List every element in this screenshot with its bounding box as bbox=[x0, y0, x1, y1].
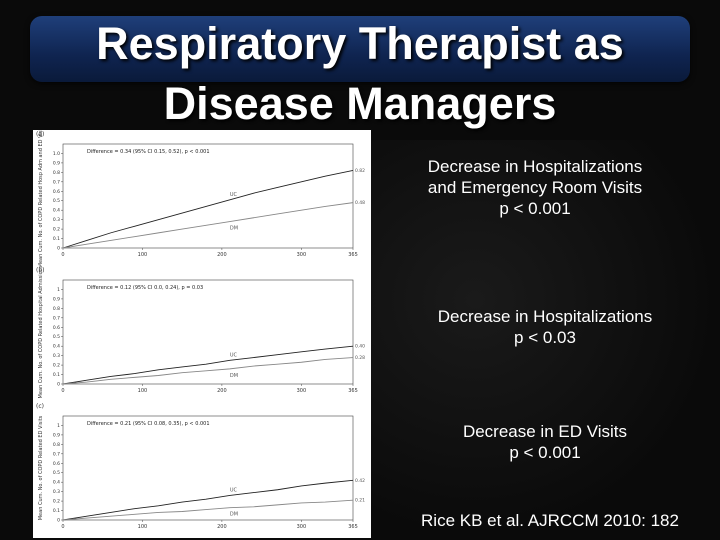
y-tick-label: 0.6 bbox=[53, 461, 60, 467]
y-tick-label: 0.7 bbox=[53, 451, 60, 457]
background-glow bbox=[370, 140, 720, 540]
y-tick-label: 0.9 bbox=[53, 296, 60, 302]
y-tick-label: 0.5 bbox=[53, 334, 60, 340]
y-axis-label: Mean Cum. No. of COPD Related Hosp Adm a… bbox=[38, 130, 44, 266]
x-tick-label: 100 bbox=[138, 388, 148, 394]
y-axis-label: Mean Cum. No. of COPD Related ED Visits bbox=[38, 415, 44, 520]
y-tick-label: 0.4 bbox=[53, 480, 60, 486]
y-tick-label: 0.4 bbox=[53, 208, 60, 214]
series-line-uc bbox=[62, 170, 354, 249]
y-tick-label: 0.1 bbox=[53, 508, 60, 514]
x-tick-label: 200 bbox=[217, 388, 227, 394]
x-tick-label: 300 bbox=[297, 252, 307, 258]
series-end-label: 0.48 bbox=[355, 200, 365, 206]
x-tick-label: 365 bbox=[348, 524, 358, 530]
series-line-dm bbox=[62, 357, 354, 385]
y-tick-label: 0.6 bbox=[53, 325, 60, 331]
y-tick-label: 0.4 bbox=[53, 344, 60, 350]
series-name-label: UC bbox=[230, 487, 238, 493]
y-tick-label: 0.9 bbox=[53, 432, 60, 438]
series-name-label: DM bbox=[230, 373, 238, 379]
x-tick-label: 365 bbox=[348, 388, 358, 394]
x-tick-label: 0 bbox=[61, 252, 64, 258]
y-tick-label: 0.7 bbox=[53, 179, 60, 185]
panel-letter: (c) bbox=[36, 403, 44, 410]
y-tick-label: 0 bbox=[57, 382, 60, 388]
x-tick-label: 300 bbox=[297, 524, 307, 530]
difference-annotation: Difference = 0.21 (95% CI 0.08, 0.35), p… bbox=[87, 421, 210, 427]
series-line-uc bbox=[62, 479, 354, 521]
y-tick-label: 0.8 bbox=[53, 442, 60, 448]
y-tick-label: 0.6 bbox=[53, 189, 60, 195]
difference-annotation: Difference = 0.34 (95% CI 0.15, 0.52), p… bbox=[87, 149, 210, 155]
chart-panel-c: (c) Mean Cum. No. of COPD Related ED Vis… bbox=[33, 402, 371, 538]
series-line-dm bbox=[62, 202, 354, 249]
x-tick-label: 0 bbox=[61, 524, 64, 530]
y-tick-label: 0.1 bbox=[53, 372, 60, 378]
difference-annotation: Difference = 0.12 (95% CI 0.0, 0.24), p … bbox=[87, 285, 203, 291]
figure-panels: (a) Mean Cum. No. of COPD Related Hosp A… bbox=[33, 130, 371, 538]
y-tick-label: 0.1 bbox=[53, 236, 60, 242]
series-end-label: 0.40 bbox=[355, 344, 365, 350]
plot-frame bbox=[62, 143, 354, 249]
series-name-label: UC bbox=[230, 192, 238, 198]
chart-panel-a: (a) Mean Cum. No. of COPD Related Hosp A… bbox=[33, 130, 371, 266]
title-banner bbox=[30, 16, 690, 82]
y-tick-label: 0.2 bbox=[53, 227, 60, 233]
series-name-label: UC bbox=[230, 352, 238, 358]
series-line-uc bbox=[62, 345, 354, 385]
slide-title: Respiratory Therapist as Disease Manager… bbox=[96, 18, 624, 129]
panel-letter: (b) bbox=[36, 267, 45, 274]
series-name-label: DM bbox=[230, 512, 238, 518]
chart-panel-b: (b) Mean Cum. No. of COPD Related Hospit… bbox=[33, 266, 371, 402]
y-tick-label: 1 bbox=[57, 287, 60, 293]
y-tick-label: 0.7 bbox=[53, 315, 60, 321]
series-end-label: 0.21 bbox=[355, 498, 365, 504]
series-name-label: DM bbox=[230, 226, 238, 232]
x-tick-label: 300 bbox=[297, 388, 307, 394]
y-tick-label: 0 bbox=[57, 246, 60, 252]
chart-b-svg: Mean Cum. No. of COPD Related Hospital A… bbox=[38, 266, 365, 398]
y-tick-label: 0.8 bbox=[53, 306, 60, 312]
plot-frame bbox=[62, 415, 354, 521]
chart-c-svg: Mean Cum. No. of COPD Related ED Visits 0… bbox=[38, 415, 365, 530]
x-tick-label: 365 bbox=[348, 252, 358, 258]
series-end-label: 0.42 bbox=[355, 478, 365, 484]
y-tick-label: 1.0 bbox=[53, 151, 60, 157]
y-tick-label: 0.2 bbox=[53, 499, 60, 505]
series-end-label: 0.28 bbox=[355, 355, 365, 361]
caption-ed: Decrease in ED Visits p < 0.001 bbox=[462, 422, 628, 462]
y-tick-label: 0.3 bbox=[53, 353, 60, 359]
y-axis-label: Mean Cum. No. of COPD Related Hospital A… bbox=[38, 266, 44, 398]
y-tick-label: 0 bbox=[57, 518, 60, 524]
y-tick-label: 0.2 bbox=[53, 363, 60, 369]
caption-hosp: Decrease in Hospitalizations p < 0.03 bbox=[437, 307, 653, 347]
y-tick-label: 0.8 bbox=[53, 170, 60, 176]
plot-frame bbox=[62, 279, 354, 385]
x-tick-label: 0 bbox=[61, 388, 64, 394]
y-tick-label: 0.3 bbox=[53, 489, 60, 495]
chart-a-svg: Mean Cum. No. of COPD Related Hosp Adm a… bbox=[38, 130, 365, 266]
series-line-dm bbox=[62, 499, 354, 521]
panel-letter: (a) bbox=[36, 131, 45, 138]
y-tick-label: 1 bbox=[57, 423, 60, 429]
x-tick-label: 100 bbox=[138, 252, 148, 258]
citation: Rice KB et al. AJRCCM 2010: 182 bbox=[421, 511, 679, 530]
x-tick-label: 100 bbox=[138, 524, 148, 530]
y-tick-label: 0.3 bbox=[53, 217, 60, 223]
y-tick-label: 0.5 bbox=[53, 198, 60, 204]
y-tick-label: 0.9 bbox=[53, 160, 60, 166]
y-tick-label: 0.5 bbox=[53, 470, 60, 476]
x-tick-label: 200 bbox=[217, 524, 227, 530]
series-end-label: 0.82 bbox=[355, 168, 365, 174]
x-tick-label: 200 bbox=[217, 252, 227, 258]
caption-hosp-er: Decrease in Hospitalizations and Emergen… bbox=[427, 157, 643, 218]
